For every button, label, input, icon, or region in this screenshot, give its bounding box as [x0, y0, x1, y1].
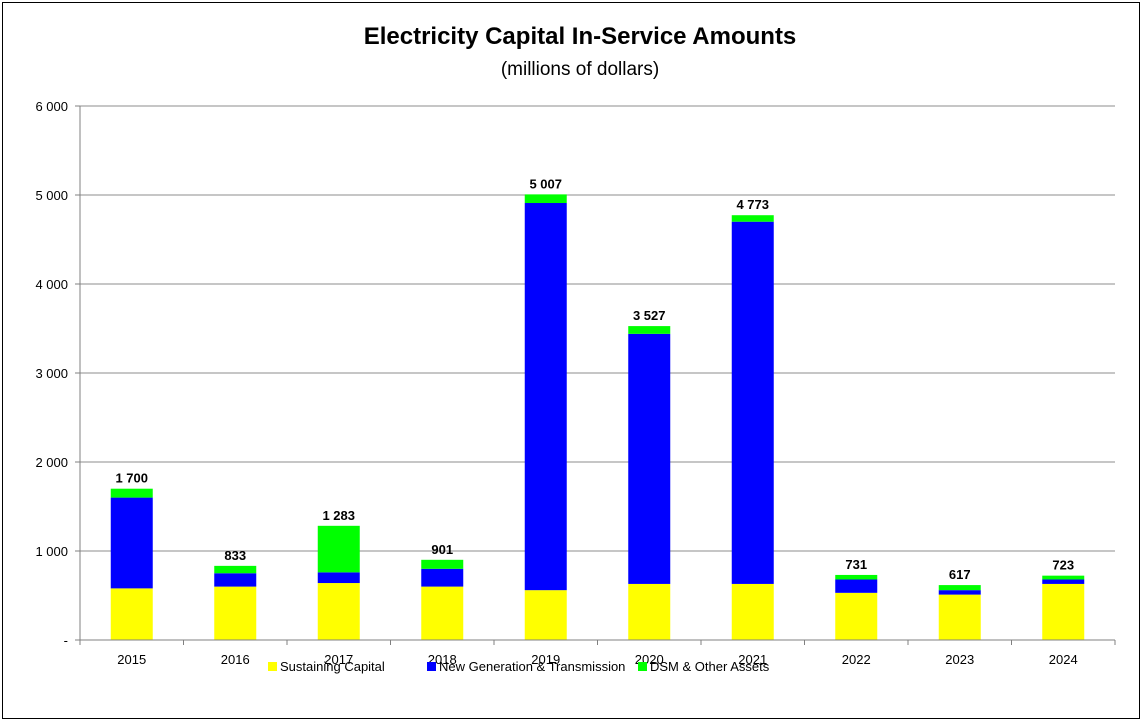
- legend-label: New Generation & Transmission: [439, 659, 625, 674]
- bar-total-label: 901: [431, 542, 453, 557]
- bar-segment: [214, 573, 257, 587]
- bar-segment: [835, 574, 878, 580]
- chart-title: Electricity Capital In-Service Amounts: [364, 23, 797, 50]
- bar-segment: [214, 565, 257, 574]
- bar-segment: [421, 559, 464, 569]
- bar-segment: [835, 579, 878, 593]
- x-tick-label: 2024: [1049, 652, 1078, 667]
- y-tick-label: 6 000: [35, 99, 68, 114]
- bar-total-label: 731: [845, 557, 867, 572]
- bar-total-label: 1 700: [115, 471, 148, 486]
- y-tick-label: 2 000: [35, 455, 68, 470]
- bar-segment: [938, 585, 981, 591]
- bar-segment: [628, 333, 671, 584]
- bar-total-label: 5 007: [529, 176, 562, 191]
- y-tick-label: -: [64, 633, 68, 648]
- bar-segment: [835, 592, 878, 640]
- bar-segment: [628, 326, 671, 334]
- bar-segment: [524, 590, 567, 640]
- y-tick-label: 3 000: [35, 366, 68, 381]
- legend-swatch: [427, 662, 436, 671]
- bar-segment: [731, 583, 774, 640]
- bars: 1 700 833 1 283 901 5 007 3 527 4 773 731 617 723: [110, 176, 1085, 640]
- bar-total-label: 4 773: [736, 197, 769, 212]
- bar-segment: [317, 525, 360, 573]
- bar-segment: [524, 203, 567, 591]
- bar-segment: [1042, 575, 1085, 580]
- bar-segment: [421, 568, 464, 587]
- x-tick-label: 2017: [324, 652, 353, 667]
- bar-segment: [938, 590, 981, 595]
- legend-label: Sustaining Capital: [280, 659, 385, 674]
- x-tick-label: 2015: [117, 652, 146, 667]
- bar-total-label: 723: [1052, 558, 1074, 573]
- legend-swatch: [268, 662, 277, 671]
- bar-total-label: 833: [224, 548, 246, 563]
- x-tick-label: 2021: [738, 652, 767, 667]
- x-tick-label: 2022: [842, 652, 871, 667]
- y-tick-label: 1 000: [35, 544, 68, 559]
- bar-segment: [214, 586, 257, 640]
- x-tick-label: 2016: [221, 652, 250, 667]
- x-axis: 2015 2016 2017 2018 2019 2020 2021 2022 2023 2024: [79, 639, 1116, 667]
- bar-segment: [628, 583, 671, 640]
- x-tick-label: 2023: [945, 652, 974, 667]
- bar-segment: [110, 497, 153, 589]
- bar-segment: [317, 572, 360, 584]
- y-tick-label: 5 000: [35, 188, 68, 203]
- legend-swatch: [638, 662, 647, 671]
- bar-segment: [1042, 579, 1085, 584]
- chart-subtitle: (millions of dollars): [501, 59, 659, 80]
- gridlines: [80, 105, 1115, 552]
- bar-total-label: 1 283: [322, 508, 355, 523]
- bar-segment: [110, 588, 153, 640]
- bar-total-label: 3 527: [633, 308, 666, 323]
- bar-segment: [421, 586, 464, 640]
- bar-segment: [731, 215, 774, 222]
- bar-segment: [938, 594, 981, 640]
- y-tick-label: 4 000: [35, 277, 68, 292]
- bar-segment: [524, 194, 567, 204]
- bar-segment: [1042, 583, 1085, 640]
- legend-label: DSM & Other Assets: [650, 659, 770, 674]
- legend: Sustaining Capital New Generation & Trans…: [268, 659, 770, 674]
- y-axis: - 1 000 2 000 3 000 4 000 5 000 6 000: [35, 99, 81, 648]
- x-tick-label: 2019: [531, 652, 560, 667]
- bar-segment: [317, 583, 360, 640]
- bar-segment: [110, 488, 153, 498]
- bar-total-label: 617: [949, 567, 971, 582]
- bar-segment: [731, 221, 774, 584]
